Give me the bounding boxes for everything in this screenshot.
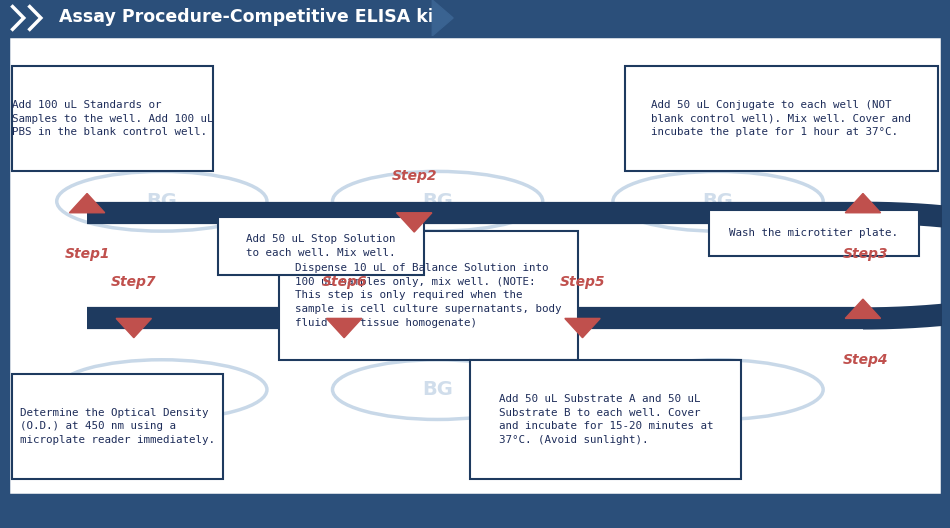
FancyBboxPatch shape (12, 66, 213, 172)
Text: Determine the Optical Density
(O.D.) at 450 nm using a
microplate reader immedia: Determine the Optical Density (O.D.) at … (20, 408, 215, 445)
Text: Dispense 10 uL of Balance Solution into
100 uL samples only, mix well. (NOTE:
Th: Dispense 10 uL of Balance Solution into … (295, 263, 561, 328)
FancyBboxPatch shape (12, 373, 222, 479)
FancyBboxPatch shape (8, 36, 942, 495)
Text: Add 50 uL Stop Solution
to each well. Mix well.: Add 50 uL Stop Solution to each well. Mi… (246, 234, 395, 258)
Text: Step6: Step6 (321, 275, 367, 289)
Text: Add 50 uL Conjugate to each well (NOT
blank control well). Mix well. Cover and
i: Add 50 uL Conjugate to each well (NOT bl… (651, 100, 911, 137)
Polygon shape (69, 193, 104, 213)
Text: Step3: Step3 (843, 247, 888, 261)
FancyBboxPatch shape (624, 66, 938, 172)
Text: Add 50 uL Substrate A and 50 uL
Substrate B to each well. Cover
and incubate for: Add 50 uL Substrate A and 50 uL Substrat… (499, 394, 713, 445)
Text: BG: BG (146, 380, 178, 399)
Text: Step5: Step5 (560, 275, 605, 289)
FancyBboxPatch shape (278, 231, 578, 360)
FancyBboxPatch shape (218, 218, 424, 275)
Text: BG: BG (146, 192, 178, 211)
Polygon shape (846, 193, 881, 213)
Text: Add 100 uL Standards or
Samples to the well. Add 100 uL
PBS in the blank control: Add 100 uL Standards or Samples to the w… (12, 100, 214, 137)
Text: Step7: Step7 (111, 275, 157, 289)
Polygon shape (846, 299, 881, 318)
Text: BG: BG (703, 380, 733, 399)
Polygon shape (432, 0, 453, 36)
Polygon shape (116, 318, 151, 338)
Polygon shape (565, 318, 600, 338)
Polygon shape (327, 318, 362, 338)
Text: BG: BG (703, 192, 733, 211)
FancyBboxPatch shape (709, 211, 919, 257)
FancyBboxPatch shape (470, 360, 741, 479)
Text: Step2: Step2 (391, 169, 437, 183)
Polygon shape (396, 213, 432, 232)
Text: BG: BG (422, 192, 453, 211)
Text: Assay Procedure-Competitive ELISA kit: Assay Procedure-Competitive ELISA kit (59, 8, 442, 26)
Text: Step1: Step1 (65, 247, 110, 261)
Text: Step4: Step4 (843, 353, 888, 367)
Text: Wash the microtiter plate.: Wash the microtiter plate. (730, 229, 899, 239)
Text: BG: BG (422, 380, 453, 399)
